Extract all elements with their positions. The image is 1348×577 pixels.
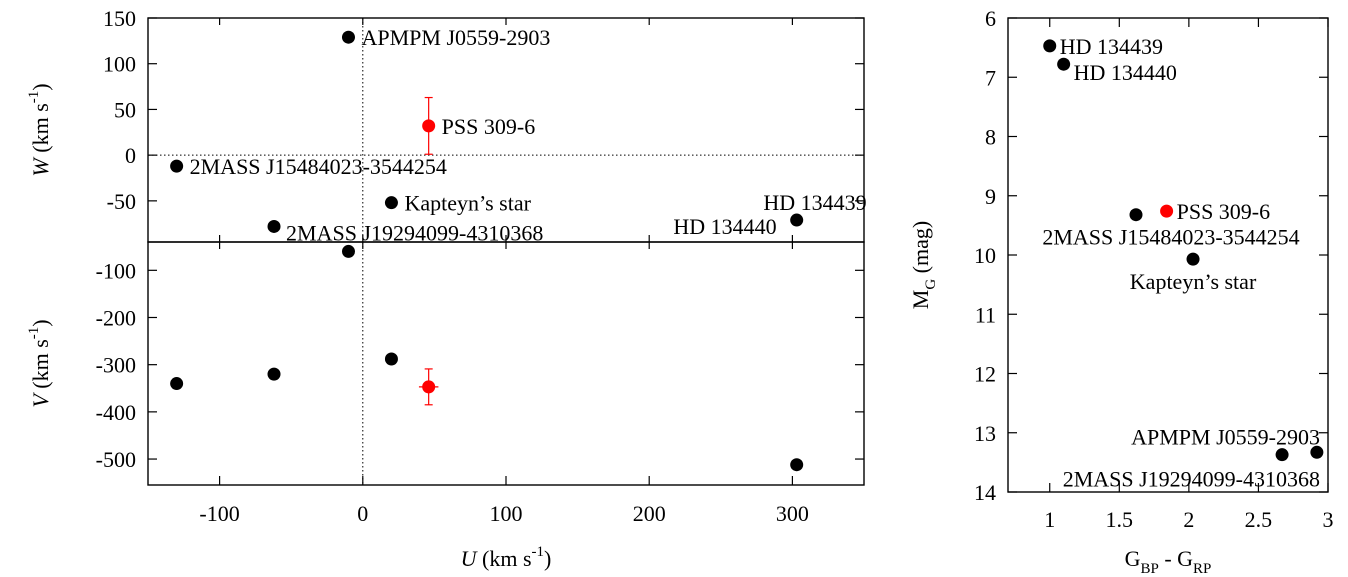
uw-ylabel-sup: -1 xyxy=(26,91,42,104)
cmd-xlabel-mid: - G xyxy=(1159,546,1193,571)
uv-ylabel-sup: -1 xyxy=(26,327,42,340)
uv-point-2 xyxy=(422,380,436,394)
uv-ylabel-symbol: V xyxy=(28,392,53,408)
uw-point-label-1: PSS 309-6 xyxy=(442,114,536,139)
uv-xlabel-sup: -1 xyxy=(532,544,545,560)
cmd-point-0 xyxy=(1043,39,1057,53)
cmd-ylabel: MG (mag) xyxy=(908,221,939,309)
uv-ylabel: V (km s-1) xyxy=(26,319,53,407)
uw-ytick-label-2: 50 xyxy=(114,97,136,122)
uv-ytick-label-4: -500 xyxy=(96,447,136,472)
uv-xtick-label-3: 200 xyxy=(633,501,666,526)
uw-ylabel-tail: ) xyxy=(28,83,53,90)
cmd-xlabel: GBP - GRP xyxy=(1125,546,1212,577)
cmd-ytick-label-0: 6 xyxy=(985,6,996,31)
cmd-ytick-label-7: 13 xyxy=(974,421,996,446)
uw-point-4 xyxy=(267,219,281,233)
cmd-ytick-label-4: 10 xyxy=(974,243,996,268)
uw-point-5 xyxy=(790,213,804,227)
uw-point-label-3: Kapteyn’s star xyxy=(404,191,531,216)
cmd-xtick-label-1: 1.5 xyxy=(1106,507,1134,532)
uv-ytick-label-0: -100 xyxy=(96,258,136,283)
uv-xtick-label-2: 100 xyxy=(490,501,523,526)
uv-xlabel-symbol: U xyxy=(461,546,479,571)
cmd-ylabel-unit: (mag) xyxy=(908,221,933,279)
cmd-xlabel-sub2: RP xyxy=(1193,561,1211,577)
uw-ytick-label-4: -50 xyxy=(107,189,136,214)
uv-point-3 xyxy=(170,377,184,391)
uw-point-0 xyxy=(341,30,355,44)
cmd-ytick-label-5: 11 xyxy=(975,302,996,327)
uw-point-label-6: HD 134440 xyxy=(673,214,776,239)
cmd-point-2 xyxy=(1129,208,1143,222)
uw-ytick-label-1: 100 xyxy=(103,52,136,77)
uv-xlabel-tail: ) xyxy=(544,546,551,571)
cmd-point-5 xyxy=(1275,448,1289,462)
cmd-point-3 xyxy=(1160,204,1174,218)
cmd-ytick-label-8: 14 xyxy=(974,480,996,505)
uw-point-label-2: 2MASS J15484023-3544254 xyxy=(190,154,447,179)
uv-ytick-label-1: -200 xyxy=(96,305,136,330)
cmd-ylabel-sub: G xyxy=(923,279,939,290)
cmd-point-label-1: HD 134440 xyxy=(1074,60,1177,85)
cmd-xlabel-g1: G xyxy=(1125,546,1141,571)
uv-point-5 xyxy=(790,458,804,472)
uv-point-0 xyxy=(341,244,355,258)
uv-xlabel-unit: (km s xyxy=(477,546,532,571)
cmd-plot-frame xyxy=(1007,17,1329,493)
cmd-ytick-label-3: 9 xyxy=(985,184,996,209)
uv-point-1 xyxy=(384,352,398,366)
uw-point-label-0: APMPM J0559-2903 xyxy=(361,25,550,50)
cmd-ytick-label-6: 12 xyxy=(974,362,996,387)
cmd-xtick-label-4: 3 xyxy=(1323,507,1334,532)
cmd-point-label-0: HD 134439 xyxy=(1060,34,1163,59)
cmd-point-label-4: Kapteyn’s star xyxy=(1130,269,1257,294)
uv-ylabel-tail: ) xyxy=(28,319,53,326)
uw-ytick-label-3: 0 xyxy=(125,143,136,168)
cmd-point-label-6: APMPM J0559-2903 xyxy=(1131,424,1320,449)
cmd-ytick-label-2: 8 xyxy=(985,125,996,150)
uv-xtick-label-0: -100 xyxy=(199,501,239,526)
uv-plot-frame xyxy=(147,241,865,486)
uv-xtick-label-1: 0 xyxy=(357,501,368,526)
cmd-point-4 xyxy=(1186,252,1200,266)
uw-point-3 xyxy=(384,196,398,210)
uv-ytick-label-3: -400 xyxy=(96,400,136,425)
cmd-ylabel-symbol: M xyxy=(908,290,933,310)
uw-point-label-4: 2MASS J19294099-4310368 xyxy=(286,220,543,245)
uv-xtick-label-4: 300 xyxy=(776,501,809,526)
uw-ylabel: W (km s-1) xyxy=(26,83,53,176)
uw-point-1 xyxy=(422,119,436,133)
uw-point-2 xyxy=(170,159,184,173)
cmd-point-label-5: 2MASS J19294099-4310368 xyxy=(1063,467,1320,492)
cmd-ytick-label-1: 7 xyxy=(985,65,996,90)
uw-ylabel-unit: (km s xyxy=(28,103,53,158)
uv-point-4 xyxy=(267,367,281,381)
cmd-point-1 xyxy=(1057,57,1071,71)
cmd-xtick-label-2: 2 xyxy=(1183,507,1194,532)
uw-point-label-5: HD 134439 xyxy=(763,190,866,215)
cmd-xlabel-sub1: BP xyxy=(1140,561,1158,577)
cmd-xtick-label-3: 2.5 xyxy=(1245,507,1273,532)
cmd-xtick-label-0: 1 xyxy=(1044,507,1055,532)
cmd-point-label-2: 2MASS J15484023-3544254 xyxy=(1042,225,1299,250)
uv-ylabel-unit: (km s xyxy=(28,339,53,394)
cmd-point-6 xyxy=(1310,445,1324,459)
uv-xlabel: U (km s-1) xyxy=(461,544,552,571)
uw-ylabel-symbol: W xyxy=(28,157,53,177)
cmd-point-label-3: PSS 309-6 xyxy=(1177,199,1271,224)
uv-ytick-label-2: -300 xyxy=(96,353,136,378)
uw-ytick-label-0: 150 xyxy=(103,6,136,31)
